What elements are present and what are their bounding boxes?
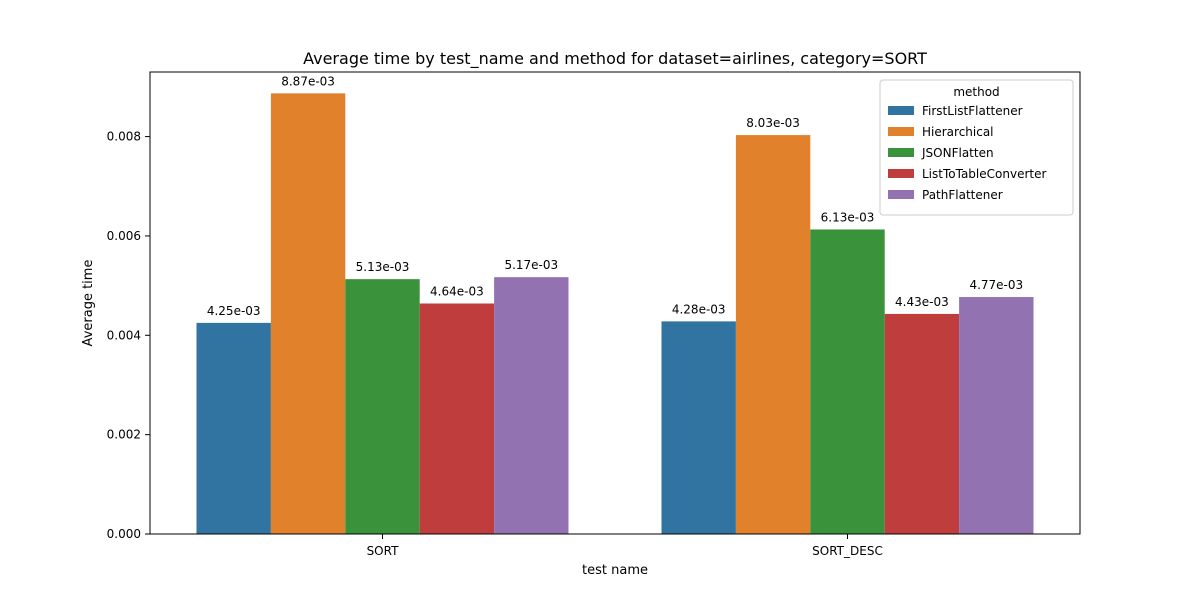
data-label: 5.13e-03 bbox=[356, 260, 410, 274]
chart-title: Average time by test_name and method for… bbox=[303, 49, 927, 69]
bar-pathflattener-sort_desc bbox=[959, 297, 1034, 534]
data-label: 4.43e-03 bbox=[895, 295, 949, 309]
bar-hierarchical-sort_desc bbox=[735, 135, 811, 534]
y-tick-label: 0.000 bbox=[107, 527, 141, 541]
data-label: 4.77e-03 bbox=[969, 278, 1023, 292]
bar-jsonflatten-sort bbox=[345, 279, 420, 534]
y-tick-label: 0.004 bbox=[107, 328, 141, 342]
data-label: 5.17e-03 bbox=[504, 258, 558, 272]
legend-entry: PathFlattener bbox=[922, 188, 1003, 202]
bar-pathflattener-sort bbox=[494, 277, 569, 534]
legend-swatch-hierarchical bbox=[888, 127, 914, 136]
data-label: 6.13e-03 bbox=[821, 210, 875, 224]
y-tick-label: 0.008 bbox=[107, 130, 141, 144]
data-label: 4.64e-03 bbox=[430, 285, 484, 299]
y-tick-label: 0.006 bbox=[107, 229, 141, 243]
x-tick-label: SORT_DESC bbox=[812, 544, 883, 558]
x-tick-label: SORT bbox=[367, 544, 400, 558]
legend-entry: JSONFlatten bbox=[921, 146, 994, 160]
data-label: 8.03e-03 bbox=[746, 116, 800, 130]
legend-entry: ListToTableConverter bbox=[922, 167, 1046, 181]
legend-entry: FirstListFlattener bbox=[922, 104, 1023, 118]
legend-swatch-jsonflatten bbox=[888, 148, 914, 157]
legend-box bbox=[879, 79, 1074, 216]
legend-title: method bbox=[953, 85, 999, 99]
y-tick-label: 0.002 bbox=[107, 428, 141, 442]
bar-hierarchical-sort bbox=[270, 93, 346, 535]
plot-frame bbox=[149, 71, 1081, 535]
legend: method FirstListFlattener Hierarchical JSON… bbox=[879, 79, 1074, 216]
bar-jsonflatten-sort_desc bbox=[810, 229, 885, 535]
legend-swatch-pathflattener bbox=[888, 190, 914, 199]
data-label: 8.87e-03 bbox=[281, 74, 335, 88]
legend-swatch-firstlistflattener bbox=[888, 106, 914, 115]
data-label: 4.28e-03 bbox=[672, 302, 726, 316]
data-label: 4.25e-03 bbox=[207, 304, 261, 318]
legend-entry: Hierarchical bbox=[922, 125, 994, 139]
bar-listtotableconverter-sort_desc bbox=[884, 313, 960, 534]
bar-firstlistflattener-sort_desc bbox=[661, 321, 736, 534]
y-axis-label: Average time bbox=[81, 260, 96, 347]
bar-listtotableconverter-sort bbox=[419, 303, 495, 534]
plot-area: 4.25e-03 4.28e-03 8.87e-03 8.03e-03 5.13e-03… bbox=[107, 71, 1081, 558]
bar-firstlistflattener-sort bbox=[196, 322, 271, 534]
x-axis-label: test name bbox=[582, 563, 648, 578]
legend-swatch-listtotableconverter bbox=[888, 169, 914, 178]
